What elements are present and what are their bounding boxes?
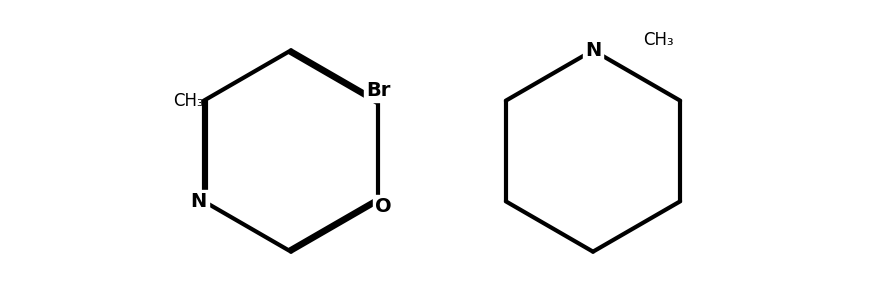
Text: O: O (375, 197, 392, 216)
Text: CH₃: CH₃ (173, 92, 204, 110)
Text: CH₃: CH₃ (644, 31, 674, 49)
Text: N: N (191, 192, 207, 211)
Text: N: N (585, 41, 601, 60)
Text: Br: Br (366, 81, 391, 100)
